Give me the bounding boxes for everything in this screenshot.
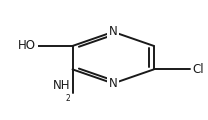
Text: N: N [109, 25, 118, 38]
Text: Cl: Cl [192, 63, 204, 76]
Text: HO: HO [18, 39, 36, 52]
Text: NH: NH [53, 79, 71, 92]
Text: 2: 2 [65, 94, 70, 103]
Text: N: N [109, 77, 118, 90]
